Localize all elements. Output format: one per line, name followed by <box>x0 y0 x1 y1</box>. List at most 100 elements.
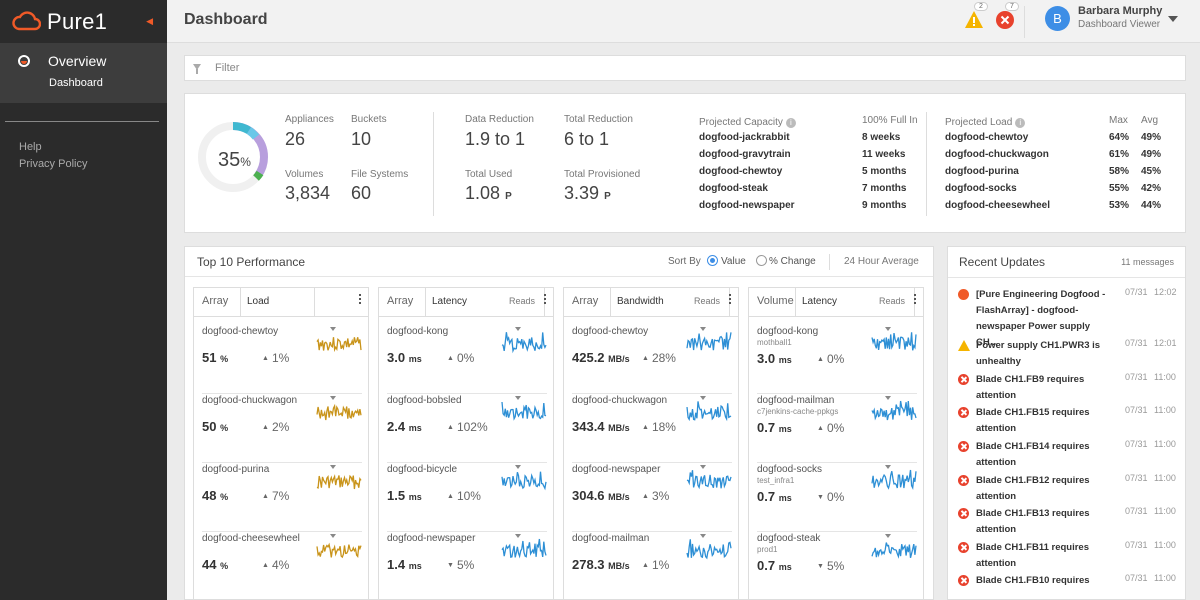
update-item[interactable]: Blade CH1.FB11 requires attention 07/31 11… <box>948 538 1185 571</box>
performance-row[interactable]: dogfood-mailman 278.3 MB/s ▲ 1% <box>572 533 732 600</box>
performance-row[interactable]: dogfood-chuckwagon 343.4 MB/s ▲ 18% <box>572 395 732 463</box>
marker-icon <box>700 396 706 400</box>
help-link[interactable]: Help <box>19 141 42 153</box>
sort-change-label[interactable]: % Change <box>769 256 816 267</box>
filter-bar[interactable]: Filter <box>184 55 1186 81</box>
performance-row[interactable]: dogfood-steak prod1 0.7 ms ▼ 5% <box>757 533 917 600</box>
warning-icon[interactable] <box>964 10 984 30</box>
sparkline <box>871 327 917 351</box>
row-change: ▼ 5% <box>817 559 844 573</box>
row-name: dogfood-kong <box>757 326 819 337</box>
info-icon[interactable]: i <box>1015 118 1026 128</box>
performance-row[interactable]: dogfood-kong mothball1 3.0 ms ▲ 0% <box>757 326 917 394</box>
metric-tab[interactable]: Load <box>240 288 315 317</box>
row-value: 278.3 MB/s <box>572 557 630 572</box>
reads-selector[interactable]: Reads <box>878 296 905 306</box>
row-change: ▲ 1% <box>262 351 289 365</box>
user-name[interactable]: Barbara Murphy <box>1078 5 1163 17</box>
triangle-up-icon: ▲ <box>642 493 649 500</box>
row-change: ▲ 0% <box>447 351 474 365</box>
sidebar-item-label: Overview <box>48 53 107 69</box>
info-icon[interactable]: i <box>785 118 796 128</box>
chevron-left-icon[interactable]: ◀ <box>146 16 153 26</box>
total-provisioned-label: Total Provisioned <box>564 169 641 180</box>
performance-row[interactable]: dogfood-kong 3.0 ms ▲ 0% <box>387 326 547 394</box>
load-row-avg: 44% <box>1141 200 1162 211</box>
sparkline-trend <box>686 470 732 490</box>
update-item[interactable]: Blade CH1.FB10 requires 07/31 11:00 <box>948 571 1185 600</box>
update-text: Blade CH1.FB11 requires attention <box>976 542 1089 569</box>
performance-row[interactable]: dogfood-cheesewheel 44 % ▲ 4% <box>202 533 362 600</box>
update-item[interactable]: Blade CH1.FB13 requires attention 07/31 11… <box>948 504 1185 537</box>
row-subtitle: test_infra1 <box>757 476 795 485</box>
caret-down-icon[interactable] <box>1168 16 1178 22</box>
error-icon <box>958 374 969 385</box>
warning-icon <box>958 340 970 351</box>
top-10-performance-panel: Top 10 Performance Sort By Value % Chang… <box>184 246 934 600</box>
update-item[interactable]: Blade CH1.FB14 requires attention 07/31 11… <box>948 437 1185 470</box>
triangle-up-icon: ▲ <box>262 562 269 569</box>
capacity-percent: 35% <box>218 149 251 171</box>
change-value: 10% <box>456 489 481 503</box>
sidebar-item-dashboard[interactable]: Dashboard <box>49 77 103 89</box>
performance-row[interactable]: dogfood-mailman c7jenkins-cache-ppkgs 0.7 … <box>757 395 917 463</box>
change-value: 2% <box>271 420 290 434</box>
change-value: 0% <box>826 352 845 366</box>
recent-updates-title: Recent Updates <box>959 255 1046 269</box>
update-text: Blade CH1.FB14 requires attention <box>976 441 1090 468</box>
sort-by-label: Sort By <box>668 256 701 267</box>
appliances-label: Appliances <box>285 114 334 125</box>
sort-value-label[interactable]: Value <box>721 256 746 267</box>
warning-count-badge: 2 <box>974 2 988 11</box>
total-used-value: 1.08 P <box>465 183 512 203</box>
value-unit: ms <box>778 424 792 434</box>
more-options-icon[interactable] <box>359 294 362 306</box>
sort-change-radio[interactable] <box>756 255 767 266</box>
update-item[interactable]: Blade CH1.FB9 requires attention 07/31 11:… <box>948 370 1185 403</box>
average-window-label: 24 Hour Average <box>844 256 919 267</box>
sidebar-item-overview[interactable]: Overview <box>0 53 167 69</box>
update-item[interactable]: [Pure Engineering Dogfood - FlashArray] … <box>948 285 1185 348</box>
load-row-name: dogfood-socks <box>945 183 1017 194</box>
reads-selector[interactable]: Reads <box>508 296 535 306</box>
update-item[interactable]: Blade CH1.FB12 requires attention 07/31 11… <box>948 471 1185 504</box>
error-icon[interactable] <box>995 10 1015 30</box>
more-options-icon[interactable] <box>914 294 917 306</box>
update-date: 07/31 <box>1125 338 1148 348</box>
performance-row[interactable]: dogfood-chuckwagon 50 % ▲ 2% <box>202 395 362 463</box>
sparkline-trend <box>501 471 547 491</box>
performance-row[interactable]: dogfood-newspaper 304.6 MB/s ▲ 3% <box>572 464 732 532</box>
row-value: 3.0 ms <box>757 351 792 366</box>
filter-input[interactable]: Filter <box>215 62 240 74</box>
performance-row[interactable]: dogfood-bicycle 1.5 ms ▲ 10% <box>387 464 547 532</box>
triangle-up-icon: ▲ <box>447 493 454 500</box>
row-name: dogfood-chewtoy <box>202 326 279 337</box>
column-type-selector[interactable]: Volume <box>757 295 794 307</box>
update-time: 11:00 <box>1154 439 1176 449</box>
update-item[interactable]: Blade CH1.FB15 requires attention 07/31 11… <box>948 403 1185 436</box>
performance-row[interactable]: dogfood-chewtoy 425.2 MB/s ▲ 28% <box>572 326 732 394</box>
column-type-selector[interactable]: Array <box>202 295 229 307</box>
column-type-selector[interactable]: Array <box>572 295 599 307</box>
update-item[interactable]: Power supply CH1.PWR3 is unhealthy 07/31 1… <box>948 336 1185 369</box>
performance-row[interactable]: dogfood-newspaper 1.4 ms ▼ 5% <box>387 533 547 600</box>
more-options-icon[interactable] <box>729 294 732 306</box>
performance-row[interactable]: dogfood-socks test_infra1 0.7 ms ▼ 0% <box>757 464 917 532</box>
total-reduction-label: Total Reduction <box>564 114 633 125</box>
sparkline <box>871 534 917 559</box>
buckets-value: 10 <box>351 129 372 149</box>
column-type-selector[interactable]: Array <box>387 295 414 307</box>
privacy-policy-link[interactable]: Privacy Policy <box>19 158 88 170</box>
performance-row[interactable]: dogfood-bobsled 2.4 ms ▲ 102% <box>387 395 547 463</box>
sort-value-radio[interactable] <box>707 255 718 266</box>
more-options-icon[interactable] <box>544 294 547 306</box>
data-reduction-value: 1.9 to 1 <box>465 129 526 149</box>
reads-selector[interactable]: Reads <box>693 296 720 306</box>
top-bar: Dashboard 2 7 B Barbara Murphy Dashboard… <box>167 0 1200 43</box>
total-reduction-value: 6 to 1 <box>564 129 610 149</box>
performance-row[interactable]: dogfood-chewtoy 51 % ▲ 1% <box>202 326 362 394</box>
marker-icon <box>700 534 706 538</box>
performance-row[interactable]: dogfood-purina 48 % ▲ 7% <box>202 464 362 532</box>
sidebar-divider <box>5 121 159 122</box>
avatar[interactable]: B <box>1045 6 1070 31</box>
